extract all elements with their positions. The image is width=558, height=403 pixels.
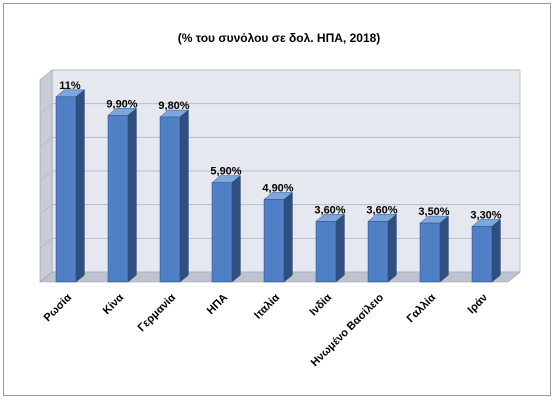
tick-label-ηπα: ΗΠΑ — [205, 292, 230, 317]
bar-side-γαλλία — [439, 215, 449, 283]
bar-ινδία — [315, 213, 346, 283]
tick-label-κίνα: Κίνα — [101, 291, 127, 317]
bar-front-γαλλία — [419, 222, 441, 283]
bar-side-ινδία — [335, 213, 345, 283]
bar-front-ινδία — [315, 221, 337, 283]
gridline-2 — [39, 237, 520, 249]
tick-label-ρωσία: Ρωσία — [42, 291, 75, 324]
gridline-6 — [39, 170, 520, 182]
data-label-ιράν: 3,30% — [470, 209, 501, 221]
bar-front-ιράν — [471, 226, 493, 283]
bar-front-ρωσία — [55, 96, 77, 283]
tick-label-ινδία: Ινδία — [307, 291, 334, 318]
tick-label-ιταλία: Ιταλία — [252, 291, 282, 321]
bar-ρωσία — [55, 89, 86, 283]
bar-front-ηπα — [211, 182, 233, 283]
data-labels: 11% 9,90% 9,80% 5,90% 4,90% 3,60% 3,60% 3,50% 3,… — [59, 80, 502, 222]
bar-κίνα — [107, 107, 138, 283]
chart-title: (% του συνόλου σε δολ. ΗΠΑ, 2018) — [177, 31, 381, 45]
gridlines — [39, 69, 520, 249]
data-label-ρωσία: 11% — [59, 80, 81, 92]
bar-front-ηνωμένο-βασίλειο — [367, 221, 389, 283]
bar-γαλλία — [419, 215, 450, 283]
bar-γερμανία — [159, 109, 190, 283]
bar-front-κίνα — [107, 115, 129, 283]
tick-label-ιράν: Ιράν — [466, 292, 491, 317]
bar-side-κίνα — [127, 107, 137, 283]
data-label-ηνωμένο-βασίλειο: 3,60% — [366, 204, 397, 216]
gridline-12 — [39, 69, 520, 81]
data-label-ιταλία: 4,90% — [262, 183, 293, 195]
bar-ιράν — [471, 218, 502, 283]
bar-side-ηπα — [231, 175, 241, 283]
gridline-10 — [39, 103, 520, 115]
data-label-κίνα: 9,90% — [106, 98, 137, 110]
bar-side-γερμανία — [179, 109, 189, 283]
bar-front-γερμανία — [159, 116, 181, 283]
bar-side-ιταλία — [283, 191, 293, 283]
data-label-γαλλία: 3,50% — [418, 206, 449, 218]
data-label-ηπα: 5,90% — [210, 166, 241, 178]
gridline-4 — [39, 204, 520, 216]
gridline-8 — [39, 136, 520, 148]
bars — [55, 89, 502, 283]
bar-side-ρωσία — [75, 89, 85, 283]
bar-ιταλία — [263, 191, 294, 283]
bar-side-ηνωμένο-βασίλειο — [387, 213, 397, 283]
tick-label-γερμανία: Γερμανία — [136, 291, 179, 334]
data-label-ινδία: 3,60% — [314, 204, 345, 216]
bar-ηνωμένο-βασίλειο — [367, 213, 398, 283]
tick-label-γαλλία: Γαλλία — [405, 291, 439, 325]
data-label-γερμανία: 9,80% — [158, 100, 189, 112]
bar-side-ιράν — [491, 218, 501, 283]
bar-ηπα — [211, 175, 242, 283]
bar-front-ιταλία — [263, 199, 285, 283]
